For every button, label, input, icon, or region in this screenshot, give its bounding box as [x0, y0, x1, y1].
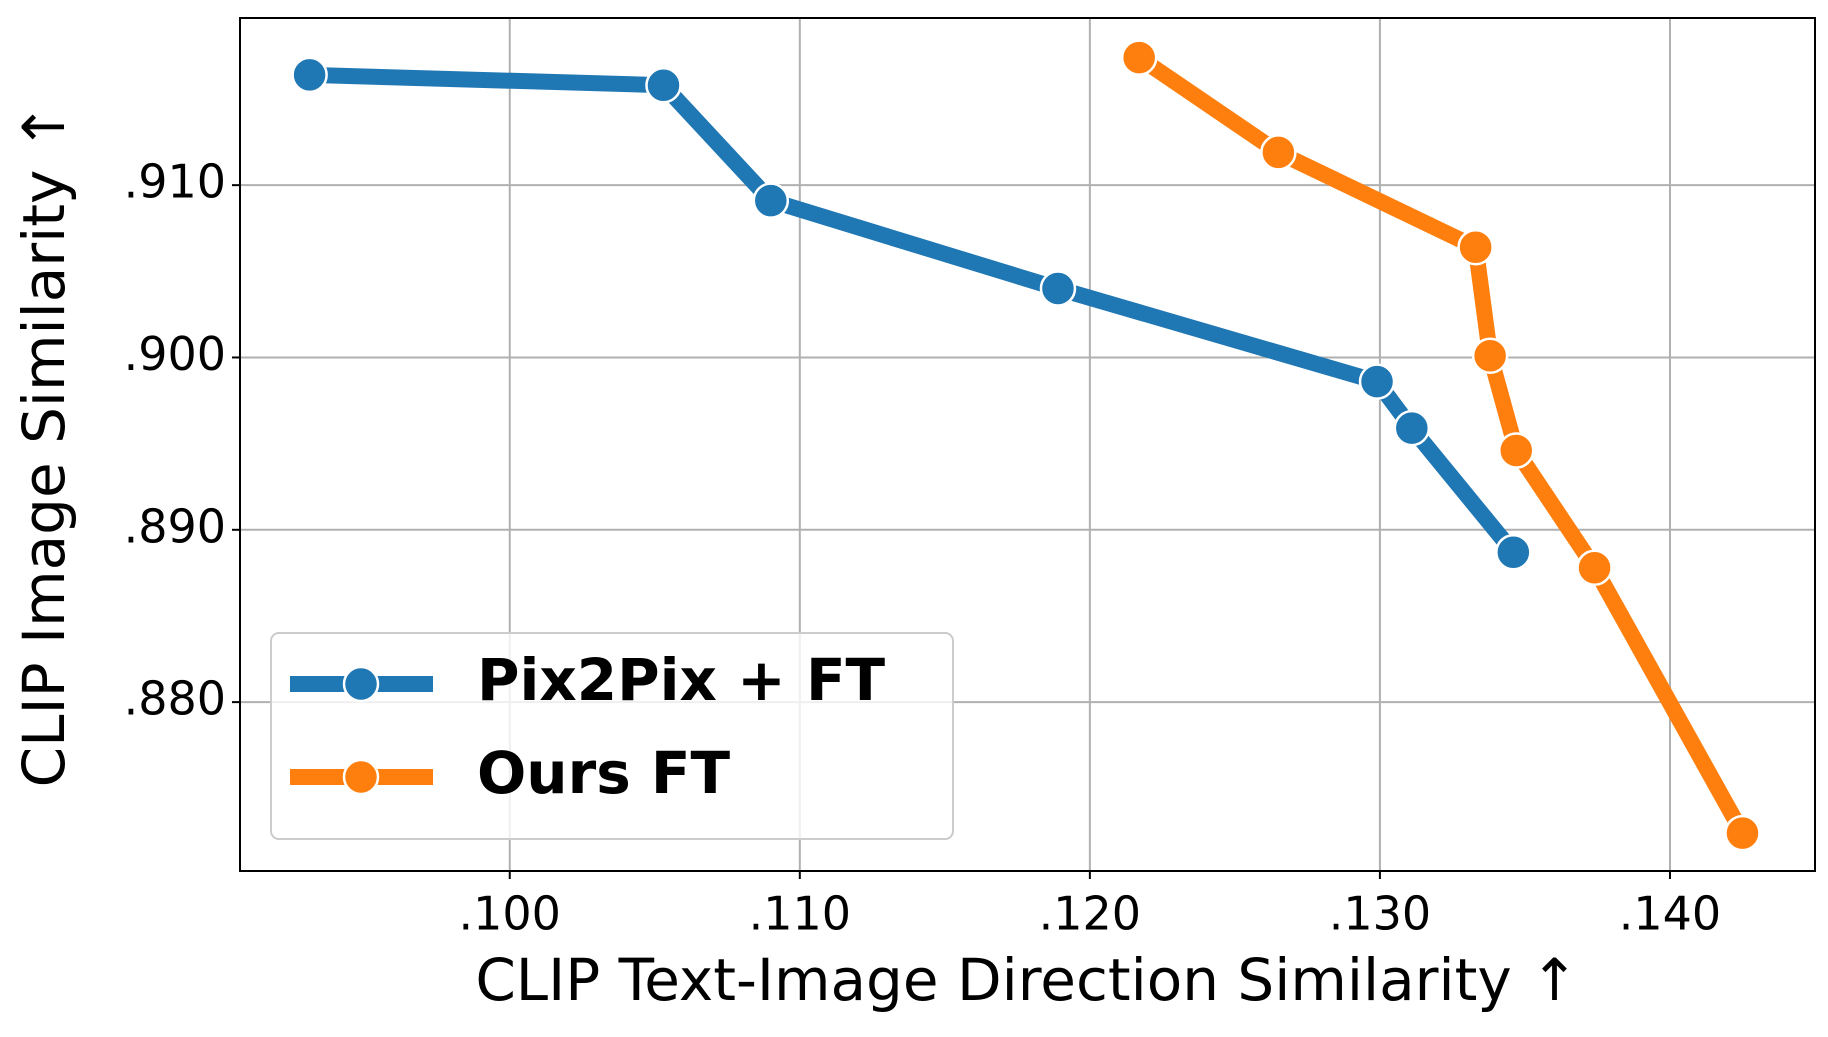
marker [1393, 409, 1431, 447]
marker [1260, 134, 1297, 171]
x-tick-label: .110 [749, 887, 851, 941]
marker [752, 182, 790, 219]
marker [1497, 432, 1535, 469]
x-tick-label: .130 [1329, 887, 1431, 941]
legend-label: Pix2Pix + FT [477, 646, 886, 714]
marker [1576, 549, 1613, 586]
x-tick-label: .140 [1619, 887, 1721, 941]
marker [1358, 363, 1396, 400]
y-tick-label: .880 [124, 672, 226, 726]
marker [1039, 270, 1077, 307]
marker [1457, 228, 1494, 266]
marker [291, 56, 328, 94]
legend-marker [342, 758, 380, 796]
x-axis-label: CLIP Text-Image Direction Similarity ↑ [475, 946, 1578, 1014]
marker [1724, 814, 1761, 852]
series-line [1134, 51, 1750, 837]
y-axis-label: CLIP Image Similarity ↑ [10, 103, 78, 788]
marker [1495, 533, 1532, 571]
legend-box [270, 632, 954, 840]
y-tick-label: .910 [124, 155, 226, 209]
x-tick-label: .120 [1039, 887, 1141, 941]
legend-label: Ours FT [477, 739, 731, 807]
y-tick-label: .890 [124, 499, 226, 553]
y-tick-label: .900 [124, 327, 226, 381]
marker [1471, 337, 1509, 375]
x-tick-label: .100 [459, 887, 561, 941]
legend-marker [342, 665, 380, 703]
series-line [309, 66, 1520, 558]
plot-frame [239, 17, 1816, 872]
marker [645, 66, 682, 104]
marker [1120, 39, 1158, 76]
